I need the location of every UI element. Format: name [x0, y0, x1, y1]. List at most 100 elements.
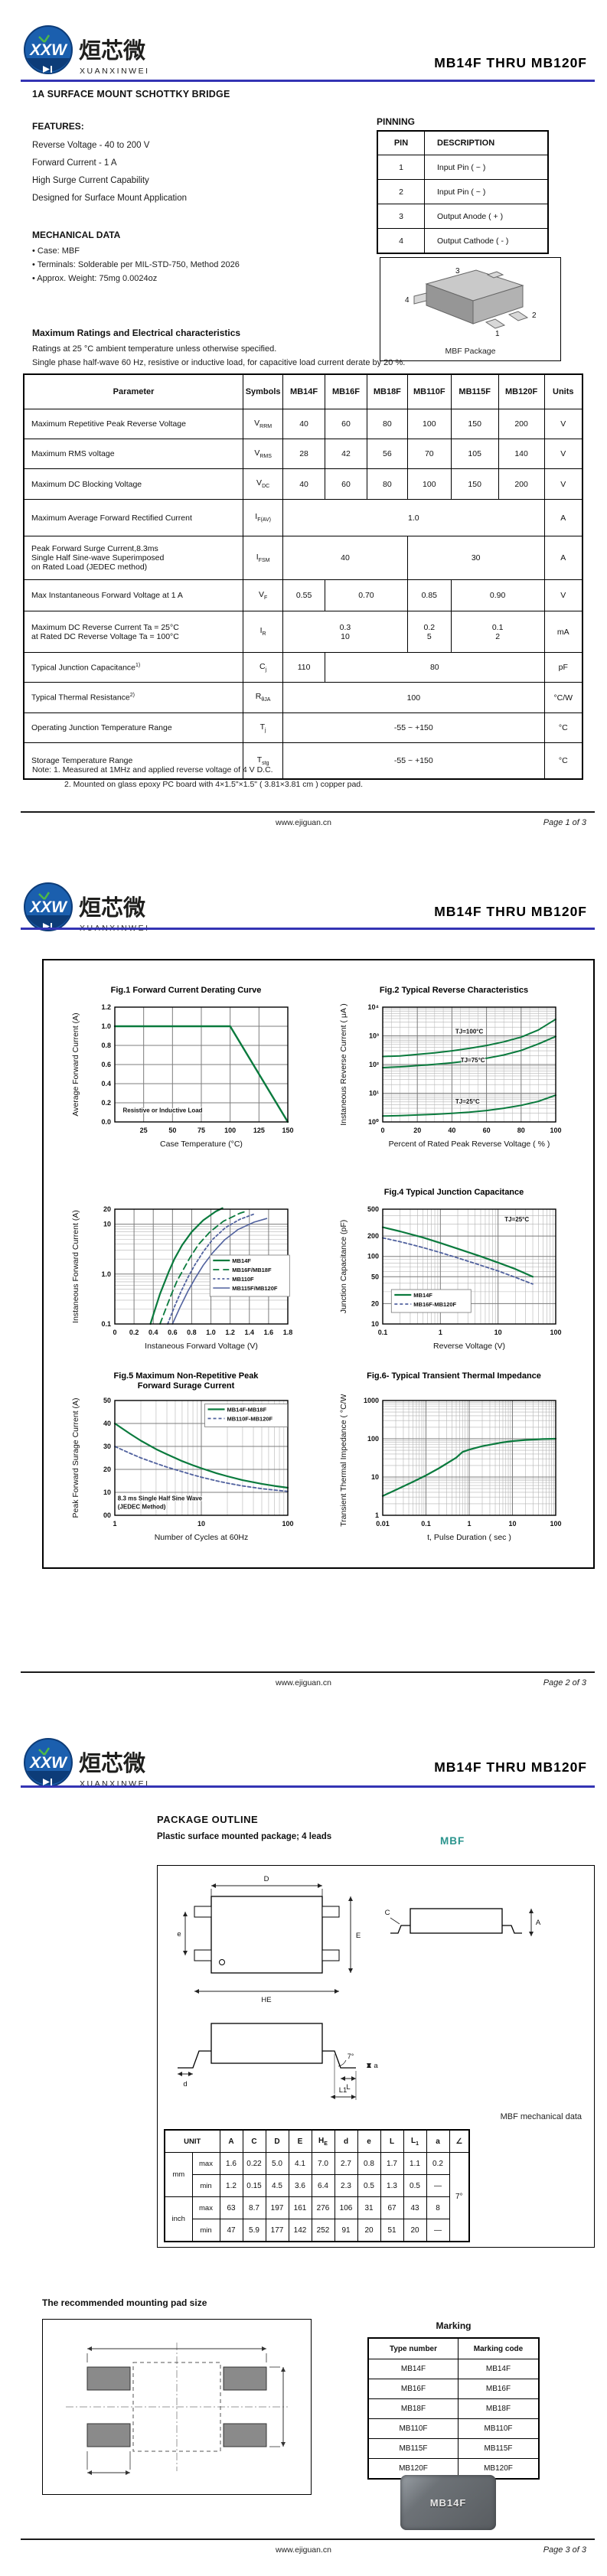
svg-text:10: 10: [508, 1520, 516, 1528]
svg-text:1.2: 1.2: [101, 1003, 111, 1011]
footer-website[interactable]: www.ejiguan.cn: [276, 818, 331, 827]
dim-value: 20: [403, 2219, 427, 2242]
dim-header: L1: [403, 2129, 427, 2153]
svg-text:Transient Thermal Impedance (: Transient Thermal Impedance ( °C/W ): [339, 1394, 348, 1527]
dim-value: 1.6: [219, 2152, 243, 2175]
parameter-cell: Maximum DC Blocking Voltage: [23, 468, 244, 500]
mounting-pad-drawing: [66, 2343, 288, 2475]
package-photo: MB14F: [400, 2475, 496, 2530]
type-number: MB16F: [367, 2379, 459, 2399]
chart-title-line: Forward Surage Current: [137, 1381, 235, 1391]
footer-website[interactable]: www.ejiguan.cn: [276, 1678, 331, 1687]
ratings-table: Parameter Symbols MB14F MB16F MB18F MB110F MB1…: [23, 373, 583, 780]
svg-text:A: A: [536, 1919, 541, 1927]
value-cell: 60: [325, 468, 367, 500]
marking-code: MB16F: [458, 2379, 540, 2399]
dim-value: 20: [357, 2219, 381, 2242]
ratings-col-header: MB16F: [325, 373, 367, 409]
dim-value: 197: [265, 2196, 289, 2219]
pin3-label: 3: [455, 267, 460, 276]
parameter-line: at Rated DC Reverse Voltage Ta = 100°C: [31, 631, 179, 641]
symbol-cell: VRMS: [243, 439, 284, 469]
svg-text:MB14F-MB18F: MB14F-MB18F: [227, 1407, 267, 1414]
mech-row: min 1.2 0.15 4.5 3.6 6.4 2.3 0.5 1.3 0.5—: [165, 2174, 469, 2197]
svg-text:20: 20: [371, 1299, 379, 1307]
svg-text:40: 40: [448, 1127, 455, 1134]
parameter-line: Maximum Average Forward Rectified Curren…: [31, 513, 192, 523]
svg-text:L1: L1: [339, 2086, 348, 2095]
dim-value: 2.7: [334, 2152, 358, 2175]
svg-text:MB14F: MB14F: [413, 1292, 432, 1299]
value-cell: 0.2 5: [406, 611, 452, 653]
svg-text:10: 10: [371, 1473, 379, 1481]
dim-value: 177: [265, 2219, 289, 2242]
svg-text:100: 100: [282, 1520, 293, 1528]
svg-text:E: E: [356, 1932, 361, 1940]
symbol-cell: Tj: [243, 712, 284, 743]
svg-text:D: D: [264, 1875, 269, 1883]
dim-value: 161: [288, 2196, 312, 2219]
pin4-label: 4: [405, 296, 410, 305]
doc-title: MB14F THRU MB120F: [434, 55, 587, 70]
ratings-row: Typical Junction Capacitance1) Cj 110 80 pF: [23, 652, 583, 683]
symbol-cell: IF(AV): [243, 499, 284, 536]
svg-text:10²: 10²: [369, 1061, 379, 1068]
svg-text:150: 150: [282, 1127, 293, 1134]
ratings-row: Peak Forward Surge Current,8.3ms Single H…: [23, 536, 583, 580]
chart-plot: 0 20 40 60 80 100 10⁰ 10¹ 10² 10³ 10⁴ Percent of Ra…: [339, 1003, 562, 1149]
value-cell: 200: [498, 468, 545, 500]
svg-text:50: 50: [103, 1397, 111, 1404]
unit-cell: °C: [543, 742, 583, 780]
value-cell: 150: [450, 409, 499, 439]
svg-text:1.6: 1.6: [264, 1329, 274, 1336]
svg-text:1000: 1000: [364, 1397, 379, 1404]
col-desc: DESCRIPTION: [424, 130, 549, 155]
value-cell: 60: [325, 409, 367, 439]
unit-cell: °C: [543, 712, 583, 743]
col-code: Marking code: [458, 2337, 540, 2359]
svg-text:TJ=75°C: TJ=75°C: [461, 1057, 485, 1064]
svg-text:1: 1: [375, 1511, 379, 1519]
parameter-cell: Max Instantaneous Forward Voltage at 1 A: [23, 579, 244, 611]
svg-text:C: C: [385, 1909, 390, 1917]
pin1-label: 1: [495, 330, 500, 337]
ratings-row: Operating Junction Temperature Range Tj -5…: [23, 712, 583, 743]
mechanical-item: • Terminals: Solderable per MIL-STD-750,…: [32, 260, 240, 269]
chart-title: [67, 1188, 305, 1203]
svg-text:Junction Capacitance (pF): Junction Capacitance (pF): [339, 1220, 348, 1314]
mech-header-row: UNIT A C D E HE d e L L1 a ∠: [164, 2129, 470, 2153]
ratings-heading: Maximum Ratings and Electrical character…: [32, 328, 241, 338]
pin2-label: 2: [532, 311, 537, 320]
svg-text:100: 100: [550, 1329, 561, 1336]
marking-row: MB110F MB110F: [367, 2418, 540, 2439]
chart-title: Fig.2 Typical Reverse Characteristics: [335, 986, 573, 1001]
mounting-pad-box: [42, 2319, 312, 2495]
chart-title-line: Fig.5 Maximum Non-Repetitive Peak: [113, 1371, 259, 1381]
ratings-row: Maximum RMS voltage VRMS 28 42 56 70 105 140 V: [23, 439, 583, 469]
svg-text:8.3 ms Single Half Sine Wave: 8.3 ms Single Half Sine Wave: [118, 1495, 203, 1502]
dim-header: ∠: [449, 2129, 470, 2153]
value-cell: 30: [406, 536, 545, 580]
footer-website[interactable]: www.ejiguan.cn: [276, 2545, 331, 2555]
feature-item: Forward Current - 1 A: [32, 158, 117, 168]
parameter-line: Maximum DC Blocking Voltage: [31, 479, 142, 489]
unit-header: UNIT: [164, 2129, 220, 2153]
value-cell: 70: [406, 439, 452, 469]
pinning-table: PIN DESCRIPTION 1 Input Pin ( ~ ) 2 Input Pin…: [377, 130, 549, 254]
package-caption: MBF Package: [445, 347, 496, 356]
svg-text:Resistive or Inductive Load: Resistive or Inductive Load: [123, 1107, 203, 1114]
svg-text:t, Pulse Duration ( sec ): t, Pulse Duration ( sec ): [427, 1533, 511, 1542]
marking-code: MB14F: [458, 2359, 540, 2379]
marking-heading: Marking: [436, 2320, 472, 2331]
dim-value: 7.0: [311, 2152, 335, 2175]
value-cell: 40: [282, 468, 326, 500]
svg-text:XXW: XXW: [29, 41, 68, 59]
svg-text:a: a: [374, 2062, 378, 2070]
parameter-cell: Maximum Average Forward Rectified Curren…: [23, 499, 244, 536]
symbol-cell: VF: [243, 579, 284, 611]
dim-header: HE: [311, 2129, 335, 2153]
ratings-line1: Ratings at 25 °C ambient temperature unl…: [32, 344, 277, 354]
footer-rule: [21, 811, 595, 813]
svg-text:MB16F-MB120F: MB16F-MB120F: [413, 1301, 456, 1308]
dim-value: 0.5: [403, 2174, 427, 2197]
